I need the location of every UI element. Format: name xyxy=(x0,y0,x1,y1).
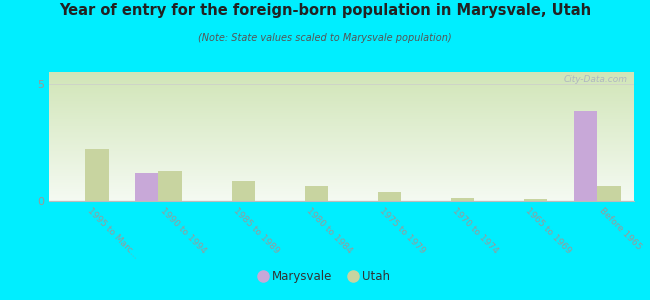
Text: City-Data.com: City-Data.com xyxy=(564,75,628,84)
Bar xyxy=(597,186,621,201)
Bar xyxy=(85,149,109,201)
Text: (Note: State values scaled to Marysvale population): (Note: State values scaled to Marysvale … xyxy=(198,33,452,43)
Bar xyxy=(135,173,159,201)
Bar xyxy=(159,170,182,201)
Bar xyxy=(378,192,401,201)
Bar xyxy=(231,181,255,201)
Legend: Marysvale, Utah: Marysvale, Utah xyxy=(255,266,395,288)
Bar xyxy=(574,111,597,201)
Bar xyxy=(305,186,328,201)
Bar xyxy=(451,198,474,201)
Bar xyxy=(524,199,547,201)
Text: Year of entry for the foreign-born population in Marysvale, Utah: Year of entry for the foreign-born popul… xyxy=(59,3,591,18)
